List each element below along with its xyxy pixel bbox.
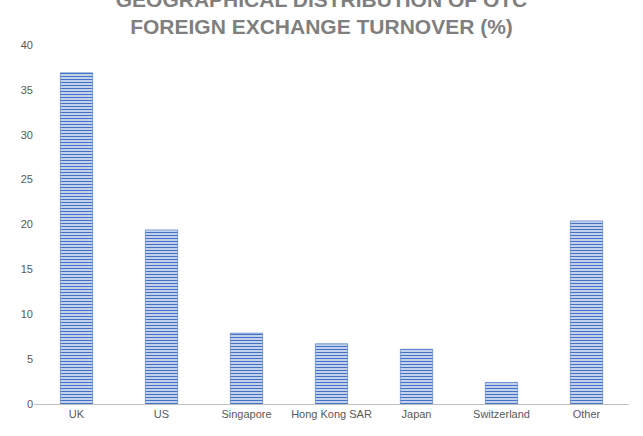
- svg-text:40: 40: [21, 39, 33, 51]
- svg-text:Switzerland: Switzerland: [473, 408, 530, 420]
- svg-text:15: 15: [21, 263, 33, 275]
- svg-text:35: 35: [21, 84, 33, 96]
- svg-text:Singapore: Singapore: [221, 408, 271, 420]
- svg-text:10: 10: [21, 308, 33, 320]
- svg-text:5: 5: [27, 353, 33, 365]
- svg-text:0: 0: [27, 398, 33, 410]
- svg-text:Other: Other: [573, 408, 601, 420]
- svg-text:Japan: Japan: [402, 408, 432, 420]
- svg-text:UK: UK: [69, 408, 85, 420]
- svg-text:20: 20: [21, 218, 33, 230]
- svg-text:US: US: [154, 408, 169, 420]
- svg-text:30: 30: [21, 129, 33, 141]
- svg-text:Hong Kong SAR: Hong Kong SAR: [291, 408, 372, 420]
- svg-text:25: 25: [21, 173, 33, 185]
- svg-text:GEOGRAPHICAL DISTRIBUTION OF O: GEOGRAPHICAL DISTRIBUTION OF OTCFOREIGN …: [116, 0, 527, 38]
